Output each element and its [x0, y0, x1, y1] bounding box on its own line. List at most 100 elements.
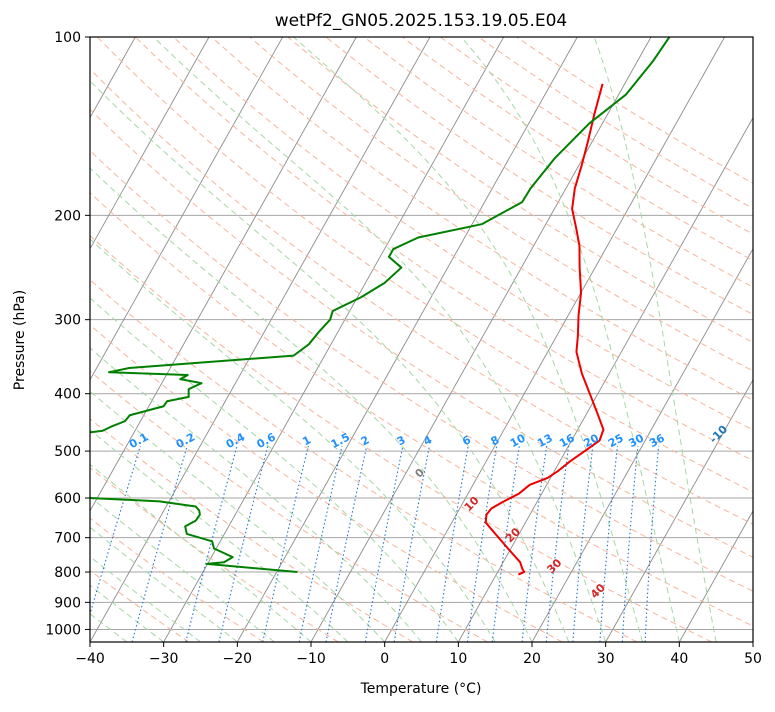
dry-adiabat-line — [90, 279, 638, 642]
y-tick-label: 900 — [54, 595, 81, 611]
mixing-ratio-lines — [90, 445, 660, 642]
mixing-ratio-line — [393, 445, 430, 642]
x-tick-label: 20 — [523, 651, 541, 667]
isotherm-line — [163, 37, 505, 642]
dry-adiabat-line — [90, 235, 712, 642]
isotherm-line — [384, 37, 726, 642]
plot-area: 0.10.20.40.611.52346810131620253036-100-… — [90, 37, 753, 642]
mixing-ratio-line — [521, 445, 548, 642]
dry-adiabat-line — [90, 467, 339, 642]
mixing-ratio-label: 25 — [606, 431, 626, 450]
dry-adiabat-line — [90, 517, 264, 642]
moist-adiabat-line — [90, 390, 386, 642]
dry-adiabat-lines — [90, 37, 753, 642]
isotherm-line — [90, 37, 431, 642]
mixing-ratio-label: 10 — [508, 431, 528, 450]
moist-adiabat-line — [90, 347, 422, 642]
mixing-ratio-line — [572, 445, 594, 642]
dry-adiabat-line — [440, 37, 753, 235]
plot-frame — [89, 36, 754, 643]
isotherm-lines — [90, 37, 753, 642]
sounding-series — [90, 37, 671, 576]
dry-adiabat-label: 10 — [462, 494, 482, 514]
mixing-ratio-line — [545, 445, 570, 642]
y-tick-label: 700 — [54, 531, 81, 547]
dry-adiabat-label: 30 — [544, 556, 564, 576]
y-tick-label: 300 — [54, 313, 81, 329]
dry-adiabat-line — [363, 37, 753, 288]
moist-adiabat-line — [90, 556, 201, 642]
y-tick-label: 500 — [54, 444, 81, 460]
mixing-ratio-label: 0.1 — [127, 430, 150, 451]
mixing-ratio-line — [298, 445, 343, 642]
mixing-ratio-line — [325, 445, 368, 642]
mixing-ratio-line — [364, 445, 404, 642]
moist-adiabat-lines — [90, 37, 717, 642]
dry-adiabat-line — [90, 68, 753, 525]
mixing-ratio-label: 16 — [557, 431, 577, 450]
mixing-ratio-label: 1.5 — [329, 430, 352, 451]
mixing-ratio-line — [621, 445, 639, 642]
isotherm-line — [90, 37, 357, 512]
y-tick-label: 100 — [54, 30, 81, 46]
moist-adiabat-line — [460, 37, 680, 642]
mixing-ratio-label: 1 — [300, 433, 313, 448]
mixing-ratio-line — [644, 445, 660, 642]
x-tick-label: 30 — [597, 651, 615, 667]
dry-adiabat-line — [287, 37, 753, 343]
mixing-ratio-line — [131, 445, 188, 642]
mixing-ratio-label: 6 — [460, 433, 473, 448]
mixing-ratio-line — [262, 445, 309, 642]
y-tick-label: 800 — [54, 565, 81, 581]
isotherm-line — [457, 116, 753, 642]
mixing-ratio-label: 3 — [395, 433, 408, 448]
dewpoint-line — [90, 37, 671, 574]
mixing-ratio-label: 30 — [626, 431, 646, 450]
dry-adiabat-line — [173, 37, 753, 431]
mixing-ratio-line — [185, 445, 238, 642]
dry-adiabat-line — [90, 370, 488, 642]
x-tick-label: 0 — [380, 651, 389, 667]
x-tick-label: −40 — [75, 651, 105, 667]
mixing-ratio-label: 20 — [581, 431, 601, 450]
dry-adiabat-line — [90, 569, 190, 642]
temperature-line — [484, 83, 605, 576]
dry-adiabat-label: 20 — [503, 525, 523, 545]
moist-adiabat-line — [90, 297, 459, 642]
y-tick-label: 400 — [54, 387, 81, 403]
mixing-ratio-label: 0.2 — [174, 431, 197, 452]
y-tick-label: 600 — [54, 491, 81, 507]
dry-adiabat-line — [90, 149, 753, 592]
isotherm-line — [310, 37, 652, 642]
isotherm-line — [90, 37, 284, 381]
moist-adiabat-line — [90, 526, 238, 642]
moist-adiabat-line — [293, 37, 643, 642]
dry-adiabat-line — [401, 37, 753, 261]
mixing-ratio-line — [218, 445, 269, 642]
isotherm-line — [605, 378, 753, 642]
moist-adiabat-line — [90, 167, 533, 642]
y-tick-label: 1000 — [45, 622, 81, 638]
x-tick-label: −10 — [296, 651, 326, 667]
mixing-ratio-line — [435, 445, 469, 642]
x-tick-label: 40 — [670, 651, 688, 667]
x-tick-label: −30 — [149, 651, 179, 667]
moist-adiabat-line — [90, 238, 496, 642]
x-tick-label: 10 — [449, 651, 467, 667]
dry-adiabat-label: 40 — [588, 581, 608, 601]
moist-adiabat-line — [90, 463, 312, 642]
dry-adiabat-line — [90, 192, 753, 627]
moist-adiabat-line — [593, 37, 717, 642]
dry-adiabat-line — [325, 37, 753, 316]
dry-adiabat-line — [134, 37, 753, 462]
dry-adiabat-line — [96, 37, 753, 493]
isotherm-line — [531, 247, 753, 642]
y-axis-ticks: 100 200 300 400 500 600 700 800 900 1000 — [45, 30, 90, 638]
mixing-ratio-line — [599, 445, 619, 642]
mixing-ratio-label: 2 — [359, 433, 372, 448]
moist-adiabat-line — [153, 37, 607, 642]
dry-adiabat-line — [516, 37, 753, 184]
mixing-ratio-line — [466, 445, 498, 642]
